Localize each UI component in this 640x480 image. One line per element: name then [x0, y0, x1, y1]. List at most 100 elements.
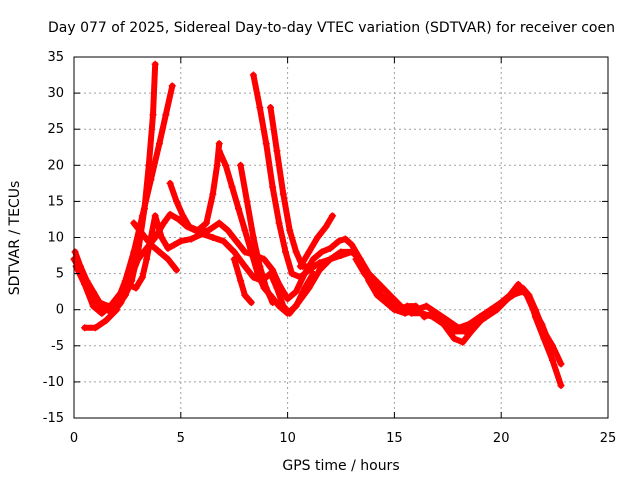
data-point	[318, 248, 326, 256]
data-point	[162, 111, 170, 119]
data-point	[288, 270, 296, 278]
data-point	[514, 280, 522, 288]
y-tick-label: 5	[56, 267, 64, 282]
data-point	[326, 244, 334, 252]
data-point	[275, 219, 283, 227]
data-point	[215, 140, 223, 148]
data-point	[209, 190, 217, 198]
x-axis-label: GPS time / hours	[282, 458, 399, 474]
data-point	[185, 223, 193, 231]
chart-title: Day 077 of 2025, Sidereal Day-to-day VTE…	[48, 20, 615, 36]
data-point	[450, 335, 458, 343]
data-point	[205, 226, 213, 234]
data-point	[249, 273, 257, 281]
x-tick-label: 25	[600, 431, 617, 446]
data-point	[151, 212, 159, 220]
data-point	[269, 298, 277, 306]
data-point	[493, 302, 501, 310]
data-point	[292, 302, 300, 310]
data-point	[166, 210, 174, 218]
data-point	[412, 302, 420, 310]
data-point	[104, 302, 112, 310]
data-point	[309, 270, 317, 278]
data-point	[273, 147, 281, 155]
data-point	[164, 255, 172, 263]
data-point	[177, 237, 185, 245]
data-point	[234, 205, 242, 213]
data-point	[91, 324, 99, 332]
data-point	[230, 255, 238, 263]
data-point	[145, 161, 153, 169]
data-point	[224, 226, 232, 234]
data-point	[305, 248, 313, 256]
data-point	[461, 327, 469, 335]
y-tick-label: 20	[47, 158, 64, 173]
data-point	[309, 255, 317, 263]
data-point	[228, 183, 236, 191]
data-point	[215, 147, 223, 155]
data-point	[132, 284, 140, 292]
data-point	[262, 140, 270, 148]
data-point	[305, 262, 313, 270]
series-line	[237, 162, 276, 306]
data-point	[194, 226, 202, 234]
data-point	[166, 179, 174, 187]
data-point	[113, 298, 121, 306]
data-point	[262, 284, 270, 292]
data-point	[168, 82, 176, 90]
data-point	[237, 277, 245, 285]
series-line	[113, 82, 176, 306]
data-point	[316, 259, 324, 267]
data-point	[523, 291, 531, 299]
data-point	[155, 140, 163, 148]
data-point	[243, 197, 251, 205]
data-point	[375, 280, 383, 288]
data-point	[326, 255, 334, 263]
data-point	[213, 161, 221, 169]
data-point	[249, 234, 257, 241]
series-line	[231, 256, 255, 306]
data-point	[237, 161, 245, 169]
data-point	[506, 291, 514, 299]
data-point	[256, 104, 264, 112]
data-point	[249, 71, 257, 79]
data-point	[241, 248, 249, 256]
x-tick-label: 20	[493, 431, 510, 446]
data-point	[407, 309, 415, 317]
data-point	[121, 291, 129, 299]
series-line	[81, 306, 120, 331]
data-point	[316, 266, 324, 274]
data-point	[130, 248, 138, 256]
x-tick-label: 15	[386, 431, 403, 446]
y-tick-label: 10	[47, 231, 64, 246]
data-point	[83, 277, 91, 285]
data-point	[98, 309, 106, 317]
data-point	[386, 298, 394, 306]
data-point	[273, 284, 281, 292]
data-point	[71, 248, 79, 256]
data-point	[369, 280, 377, 288]
data-point	[143, 255, 151, 263]
y-axis-label: SDTVAR / TECUs	[7, 181, 23, 296]
x-tick-label: 5	[177, 431, 185, 446]
data-point	[198, 230, 206, 238]
data-point	[335, 237, 343, 245]
data-point	[459, 338, 467, 346]
data-point	[341, 235, 349, 243]
data-point	[241, 226, 249, 234]
data-point	[256, 262, 264, 270]
series-line	[250, 72, 355, 281]
data-point	[89, 288, 97, 296]
data-point	[232, 237, 240, 245]
y-tick-label: 30	[47, 86, 64, 101]
data-point	[247, 298, 255, 306]
data-point	[222, 161, 230, 169]
data-point	[151, 60, 159, 68]
data-point	[422, 302, 430, 310]
data-point	[301, 284, 309, 292]
data-point	[170, 241, 178, 249]
data-point	[102, 317, 110, 325]
data-point	[164, 244, 172, 252]
data-point	[403, 302, 411, 310]
